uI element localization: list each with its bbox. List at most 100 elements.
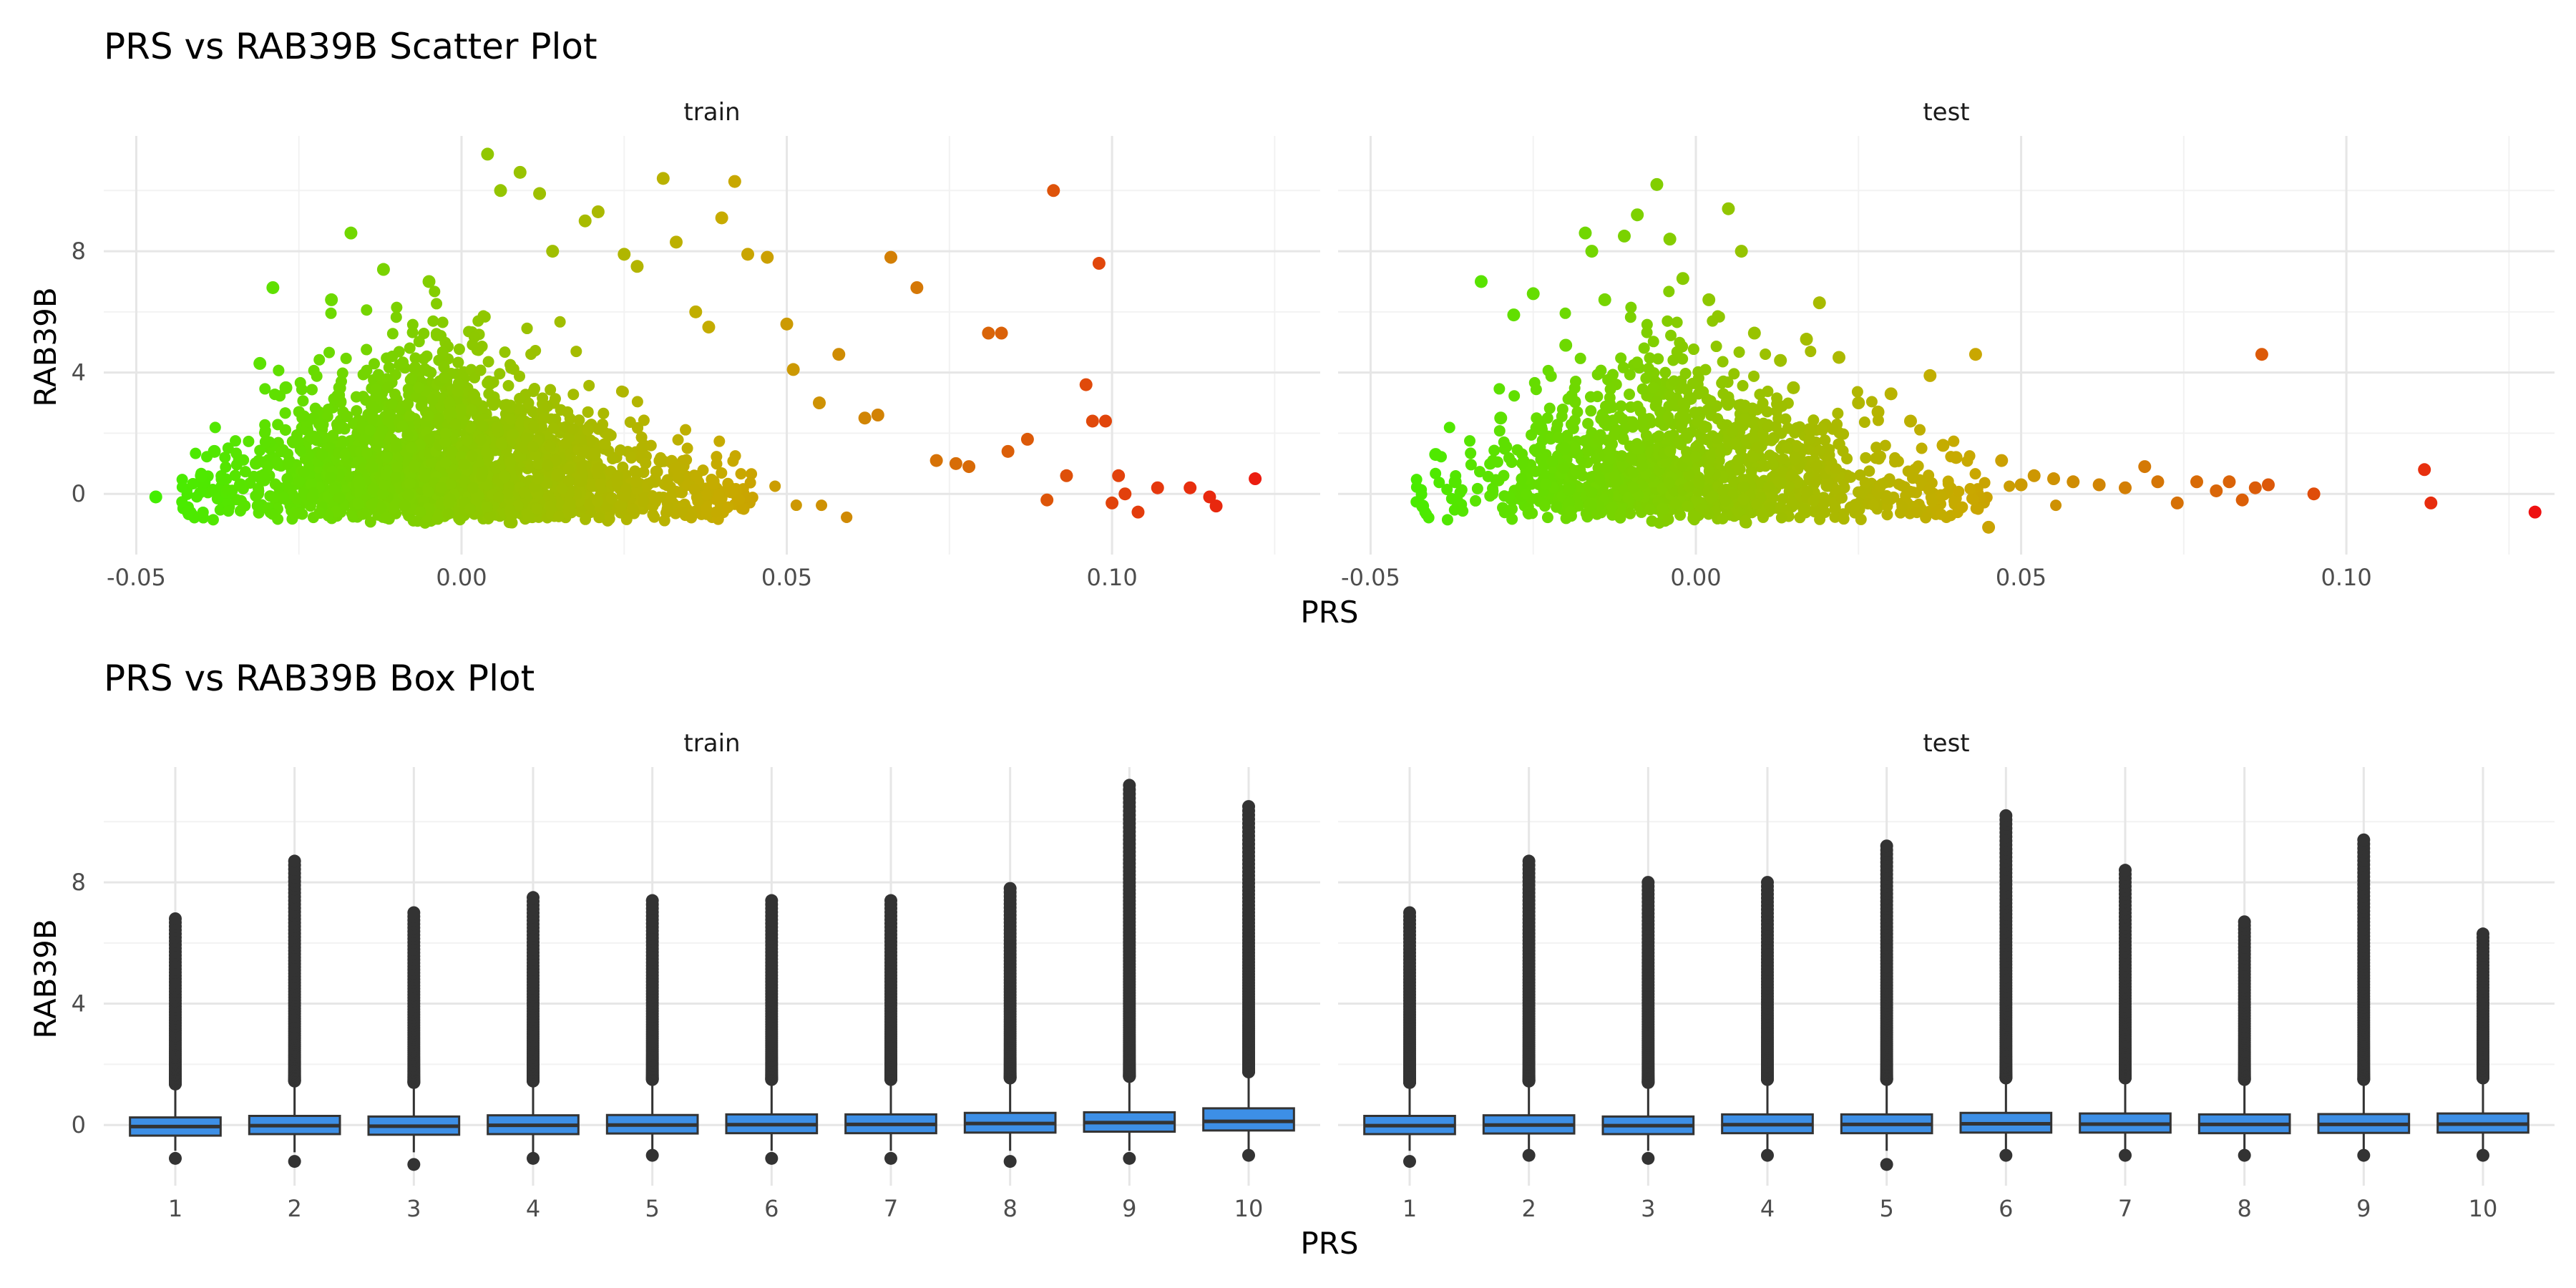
scatter-train-point: [790, 499, 802, 512]
scatter-test-point: [1689, 510, 1701, 522]
scatter-test-point: [1807, 494, 1820, 507]
scatter-train-point: [366, 462, 378, 474]
scatter-test-point: [1539, 478, 1551, 490]
scatter-test-point: [1551, 501, 1563, 513]
scatter-test-point: [1471, 482, 1483, 494]
scatter-train-point: [479, 311, 491, 323]
scatter-test-point: [1498, 507, 1511, 519]
scatter-test-point: [1804, 433, 1816, 445]
scatter-test-point: [1856, 487, 1868, 499]
scatter-train-point: [552, 510, 565, 522]
scatter-train-point: [323, 346, 336, 358]
scatter-train-point: [711, 451, 723, 463]
scatter-y-axis-title: RAB39B: [28, 287, 63, 406]
scatter-test-point: [1942, 478, 1954, 490]
scatter-train-point: [287, 436, 299, 449]
scatter-test-point: [1644, 504, 1657, 516]
scatter-test-point: [1441, 514, 1453, 526]
scatter-train-point: [325, 293, 338, 306]
scatter-train-point: [527, 406, 539, 418]
scatter-train-point: [722, 501, 734, 513]
box-train-outlier: [527, 1151, 540, 1165]
scatter-test-point: [2047, 472, 2060, 486]
scatter-test-point: [1699, 364, 1712, 376]
scatter-test-point: [1827, 423, 1839, 435]
scatter-test-point: [1969, 468, 1981, 480]
scatter-train-point: [259, 426, 271, 439]
scatter-train-point: [306, 384, 318, 396]
scatter-train-point: [583, 379, 595, 391]
scatter-test-point: [1528, 444, 1541, 456]
scatter-test-point: [2235, 493, 2249, 507]
scatter-train-point: [661, 479, 673, 492]
scatter-strip-test: test: [1923, 98, 1969, 127]
scatter-test-point: [2004, 480, 2016, 492]
scatter-train-point: [681, 442, 693, 454]
scatter-test-point: [1722, 202, 1735, 215]
scatter-test-point: [1810, 460, 1823, 472]
scatter-test-point: [1530, 384, 1542, 396]
scatter-test-point: [1717, 356, 1729, 368]
box-strip-test: test: [1923, 729, 1969, 758]
scatter-train-point: [592, 462, 605, 474]
scatter-train-x-tick-label: 0.00: [436, 564, 487, 591]
scatter-train-point: [562, 474, 575, 487]
scatter-train-point: [311, 434, 323, 447]
scatter-test-point: [1982, 520, 1996, 534]
scatter-train-point: [259, 436, 271, 448]
scatter-train-point: [390, 311, 402, 323]
scatter-train-point: [813, 396, 826, 410]
scatter-train-point: [306, 491, 318, 503]
scatter-train-point: [208, 444, 221, 458]
scatter-train-point: [648, 492, 660, 504]
scatter-y-tick-label: 0: [72, 480, 86, 507]
scatter-train-point: [578, 214, 592, 228]
scatter-test-point: [1543, 402, 1556, 414]
scatter-test-point: [1679, 399, 1691, 411]
scatter-train-point: [769, 480, 781, 492]
scatter-test-point: [1753, 442, 1765, 454]
scatter-train-point: [689, 305, 703, 318]
scatter-train-point: [504, 504, 516, 516]
scatter-train-point: [243, 435, 255, 447]
scatter-train-point: [670, 235, 683, 249]
scatter-test-point: [1669, 498, 1682, 510]
scatter-train-point: [1020, 432, 1034, 446]
scatter-train-point: [293, 475, 306, 487]
scatter-train-point: [761, 250, 774, 264]
scatter-test-point: [1794, 421, 1806, 433]
scatter-train-point: [351, 405, 363, 417]
scatter-train-point: [1099, 414, 1112, 428]
scatter-train-point: [389, 389, 401, 401]
scatter-train-point: [353, 478, 365, 490]
scatter-train-point: [459, 459, 471, 471]
scatter-test-point: [1726, 425, 1738, 437]
scatter-test-point: [2418, 463, 2431, 477]
box-train-outlier: [884, 894, 897, 907]
scatter-train-point: [358, 434, 370, 446]
scatter-train-point: [239, 466, 251, 478]
scatter-train-point: [496, 439, 508, 451]
scatter-test-point: [1652, 353, 1664, 365]
box-train-outlier: [288, 854, 301, 868]
scatter-train-point: [1184, 481, 1197, 494]
box-train-outlier: [1123, 1151, 1136, 1165]
scatter-test-point: [2255, 348, 2268, 361]
scatter-train-point: [364, 424, 376, 436]
scatter-train-point: [494, 368, 506, 380]
scatter-test-point: [1491, 456, 1503, 468]
scatter-train-point: [1131, 505, 1145, 519]
scatter-test-point: [1570, 465, 1582, 477]
box-train-outlier: [884, 1151, 897, 1165]
scatter-test-point: [1833, 351, 1845, 364]
box-train-x-tick-label: 5: [645, 1195, 659, 1222]
scatter-train-point: [475, 471, 487, 483]
scatter-test-point: [1663, 430, 1675, 442]
scatter-train-point: [387, 502, 399, 514]
scatter-train-point: [661, 503, 673, 515]
scatter-train-point: [414, 506, 426, 518]
scatter-test-point: [1813, 444, 1825, 457]
scatter-train-point: [404, 477, 416, 489]
scatter-train-point: [635, 431, 648, 444]
scatter-train-point: [430, 328, 442, 340]
